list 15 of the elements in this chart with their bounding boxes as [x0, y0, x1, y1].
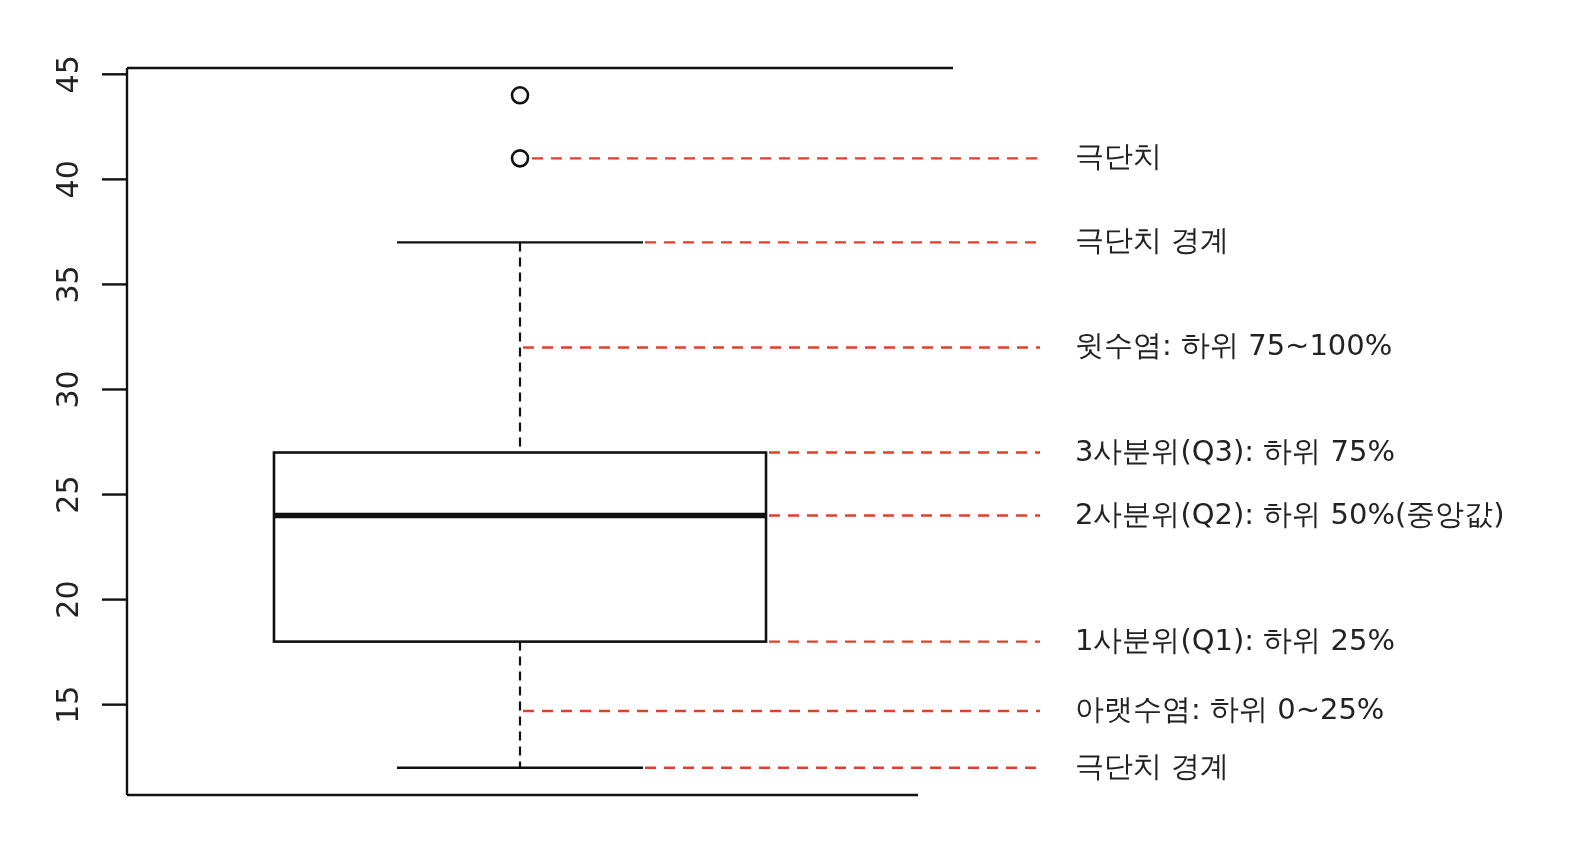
ref-line-label: 극단치	[1075, 139, 1162, 174]
y-tick-label: 35	[49, 265, 85, 304]
ref-line-label: 3사분위(Q3): 하위 75%	[1075, 433, 1396, 468]
ref-line-label: 극단치 경계	[1075, 748, 1230, 783]
ref-line-label: 극단치 경계	[1075, 223, 1230, 258]
ref-line-label: 아랫수염: 하위 0~25%	[1075, 691, 1385, 726]
ref-line-label: 윗수염: 하위 75~100%	[1075, 328, 1393, 363]
y-tick-label: 30	[49, 370, 85, 409]
ref-line-label: 2사분위(Q2): 하위 50%(중앙값)	[1075, 496, 1505, 531]
y-tick-label: 20	[49, 580, 85, 619]
ref-line-label: 1사분위(Q1): 하위 25%	[1075, 622, 1396, 657]
y-tick-label: 45	[49, 55, 85, 94]
y-tick-label: 15	[49, 685, 85, 724]
y-tick-label: 40	[49, 160, 85, 199]
y-tick-label: 25	[49, 475, 85, 514]
